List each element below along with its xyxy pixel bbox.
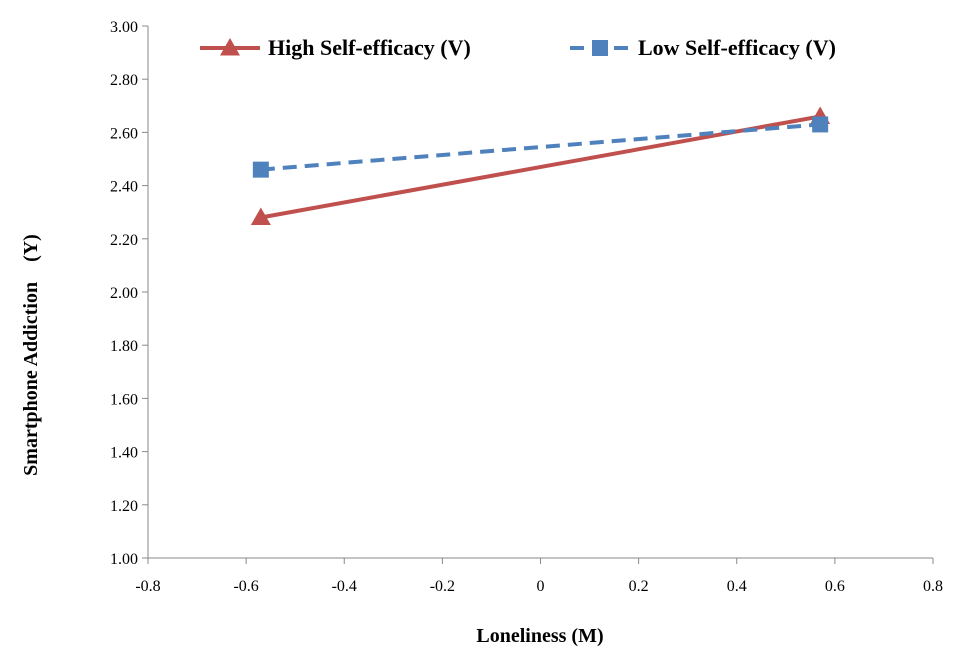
legend-item-1: High Self-efficacy (V) (200, 35, 471, 60)
y-tick-label: 3.00 (110, 19, 138, 36)
data-point (812, 116, 829, 133)
x-tick-label: 0.4 (727, 578, 747, 595)
y-tick-label: 2.20 (110, 232, 138, 249)
x-tick-label: 0.6 (825, 578, 845, 595)
y-axis-title-main: Smartphone Addiction (20, 282, 42, 476)
y-axis-title-suffix: (Y) (20, 234, 42, 262)
y-tick-label: 1.60 (110, 391, 138, 408)
legend-label: High Self-efficacy (V) (268, 35, 471, 60)
legend-label: Low Self-efficacy (V) (638, 35, 836, 60)
x-axis-title: Loneliness (M) (476, 625, 603, 647)
chart-axes (142, 25, 934, 564)
series-2 (252, 116, 829, 178)
series-line (260, 122, 821, 172)
data-point (250, 207, 271, 226)
y-tick-label: 2.40 (110, 179, 138, 196)
y-tick-label: 1.40 (110, 445, 138, 462)
x-tick-label: 0.2 (629, 578, 649, 595)
x-tick-label: -0.6 (233, 578, 258, 595)
series-line (260, 114, 821, 220)
x-tick-labels: -0.8 -0.6 -0.4 -0.2 0 0.2 0.4 0.6 0.8 (135, 578, 943, 595)
y-tick-label: 1.80 (110, 338, 138, 355)
x-tick-label: -0.4 (332, 578, 357, 595)
y-tick-label: 1.00 (110, 551, 138, 568)
x-tick-label: -0.2 (430, 578, 455, 595)
series-1 (250, 106, 831, 226)
legend-item-2: Low Self-efficacy (V) (570, 35, 836, 60)
legend-marker (220, 38, 240, 56)
y-tick-label: 2.60 (110, 125, 138, 142)
data-point (252, 161, 269, 178)
chart-legend: High Self-efficacy (V) Low Self-efficacy … (200, 35, 836, 60)
y-axis-title: Smartphone Addiction (Y) (20, 234, 42, 476)
chart-series (250, 106, 831, 226)
x-tick-label: 0.8 (923, 578, 943, 595)
y-tick-labels: 1.00 1.20 1.40 1.60 1.80 2.00 2.20 2.40 2.60 2.80… (110, 19, 138, 568)
x-tick-label: -0.8 (135, 578, 160, 595)
x-tick-label: 0 (537, 578, 545, 595)
y-tick-label: 1.20 (110, 498, 138, 515)
y-tick-label: 2.80 (110, 72, 138, 89)
y-tick-label: 2.00 (110, 285, 138, 302)
legend-marker (592, 40, 608, 56)
